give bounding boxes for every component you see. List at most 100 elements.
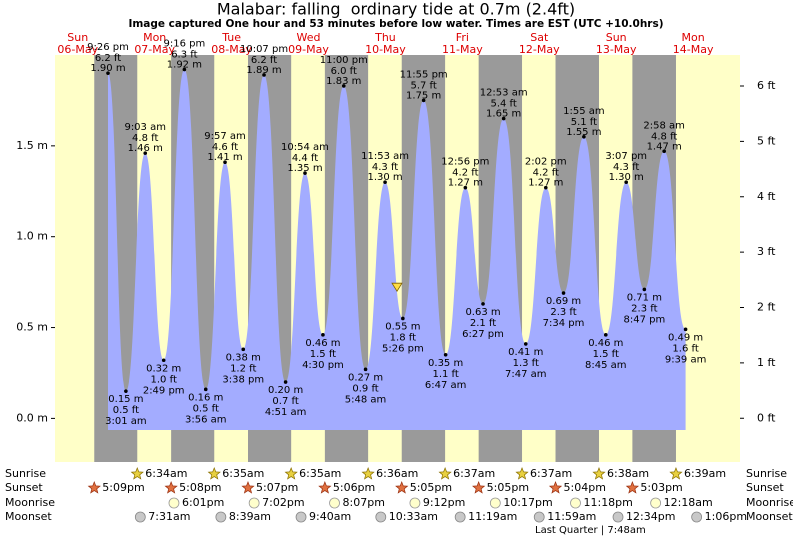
extreme-time-label: 2:02 pm <box>525 157 567 168</box>
extreme-m-label: 0.15 m <box>108 394 143 405</box>
y2-tick-label: 5 ft <box>757 134 776 147</box>
extreme-ft-label: 6.3 ft <box>171 50 197 61</box>
extreme-time-label: 2:58 am <box>643 120 685 131</box>
extreme-m-label: 0.46 m <box>588 338 623 349</box>
day-date: 14-May <box>673 43 714 56</box>
extreme-ft-label: 1.3 ft <box>513 358 539 369</box>
tide-extreme <box>143 151 148 155</box>
extreme-time-label: 1:55 am <box>563 106 605 117</box>
extreme-ft-label: 1.5 ft <box>593 349 619 360</box>
moonrise-icon <box>650 497 662 509</box>
sunrise-time: 6:36am <box>376 467 418 480</box>
sunrise-icon <box>669 467 683 480</box>
extreme-time-label: 7:47 am <box>505 369 547 380</box>
sunset-time: 5:03pm <box>640 481 682 494</box>
extreme-time-label: 11:55 pm <box>400 69 448 80</box>
moonrise-icon <box>329 497 340 509</box>
tide-extreme <box>283 380 288 384</box>
tide-extreme <box>161 358 166 363</box>
extreme-time-label: 3:01 am <box>105 416 147 427</box>
extreme-ft-label: 6.2 ft <box>95 53 121 64</box>
extreme-ft-label: 4.8 ft <box>132 133 158 144</box>
sunset-icon <box>395 481 409 494</box>
sunset-icon <box>625 481 640 494</box>
day-date: 12-May <box>519 43 560 56</box>
day-name: Thu <box>374 31 396 44</box>
extreme-ft-label: 2.3 ft <box>550 307 576 318</box>
moonset-time: 12:34pm <box>626 510 675 523</box>
extreme-ft-label: 0.7 ft <box>272 396 298 407</box>
extreme-time-label: 10:07 pm <box>240 44 288 55</box>
extreme-ft-label: 4.3 ft <box>613 162 639 173</box>
tide-extreme <box>383 180 387 184</box>
tide-extreme <box>523 342 528 346</box>
extreme-ft-label: 5.4 ft <box>490 99 516 110</box>
sunrise-icon <box>284 467 298 480</box>
day-name: Sun <box>67 31 88 44</box>
tide-extreme <box>443 352 448 357</box>
extreme-m-label: 1.65 m <box>486 109 521 120</box>
sunrise-time: 6:38am <box>607 467 649 480</box>
y2-tick-label: 6 ft <box>757 79 776 92</box>
y-tick-label: 1.0 m <box>16 230 48 243</box>
row-label: Sunset <box>746 481 784 494</box>
tide-extreme <box>401 316 405 321</box>
y2-tick-label: 4 ft <box>757 190 776 203</box>
tide-extreme <box>182 67 187 72</box>
sunrise-time: 6:39am <box>684 467 726 480</box>
sunset-icon <box>87 481 101 494</box>
extreme-m-label: 0.71 m <box>627 292 662 303</box>
row-label: Sunrise <box>5 467 46 480</box>
sunset-time: 5:04pm <box>564 481 606 494</box>
day-name: Wed <box>297 31 321 44</box>
extreme-time-label: 4:51 am <box>265 407 307 418</box>
moonrise-icon <box>570 497 581 509</box>
y2-tick-label: 0 ft <box>757 411 776 424</box>
sunset-time: 5:07pm <box>256 481 298 494</box>
tide-extreme <box>662 149 666 154</box>
extreme-m-label: 1.83 m <box>326 76 361 87</box>
y-tick-label: 1.5 m <box>16 139 48 152</box>
row-label: Moonrise <box>5 496 55 509</box>
sunrise-time: 6:34am <box>145 467 187 480</box>
current-level-marker <box>391 282 403 292</box>
extreme-ft-label: 2.1 ft <box>470 318 496 329</box>
row-label: Moonset <box>5 510 52 523</box>
tide-extreme <box>603 333 608 337</box>
sunset-time: 5:08pm <box>179 481 221 494</box>
chart-title: Malabar: falling ordinary tide at 0.7m (… <box>217 0 575 19</box>
tide-extreme <box>543 185 548 190</box>
extreme-m-label: 0.63 m <box>465 307 500 318</box>
extreme-ft-label: 5.7 ft <box>410 80 436 91</box>
extreme-time-label: 3:07 pm <box>605 151 647 162</box>
moonrise-time: 11:18pm <box>583 496 632 509</box>
moonset-icon <box>215 511 227 523</box>
tide-extreme <box>561 291 566 295</box>
tide-extreme <box>124 389 128 393</box>
extreme-ft-label: 1.1 ft <box>432 369 458 380</box>
extreme-m-label: 1.75 m <box>406 90 441 101</box>
sunset-icon <box>548 481 563 494</box>
extreme-m-label: 1.41 m <box>207 152 242 163</box>
tide-extreme <box>421 98 426 103</box>
extreme-m-label: 0.20 m <box>268 385 303 396</box>
moonset-icon <box>134 511 146 523</box>
extreme-time-label: 12:56 pm <box>441 157 489 168</box>
extreme-m-label: 0.16 m <box>188 392 223 403</box>
moonrise-time: 8:07pm <box>343 496 385 509</box>
extreme-m-label: 0.49 m <box>668 332 703 343</box>
moonset-icon <box>454 511 466 523</box>
moonset-icon <box>691 511 703 523</box>
sunrise-time: 6:37am <box>453 467 495 480</box>
moonset-time: 11:19am <box>468 510 517 523</box>
extreme-time-label: 2:49 pm <box>143 385 185 396</box>
extreme-time-label: 11:53 am <box>361 151 409 162</box>
sunrise-icon <box>515 467 529 480</box>
y2-tick-label: 1 ft <box>757 356 776 369</box>
extreme-m-label: 0.69 m <box>546 296 581 307</box>
tide-extreme <box>321 333 325 337</box>
sunrise-icon <box>207 467 221 480</box>
row-label: Sunset <box>5 481 43 494</box>
moonrise-time: 10:17pm <box>503 496 552 509</box>
extreme-time-label: 12:53 am <box>480 88 528 99</box>
